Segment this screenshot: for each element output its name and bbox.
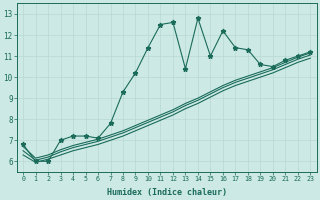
X-axis label: Humidex (Indice chaleur): Humidex (Indice chaleur) <box>107 188 227 197</box>
